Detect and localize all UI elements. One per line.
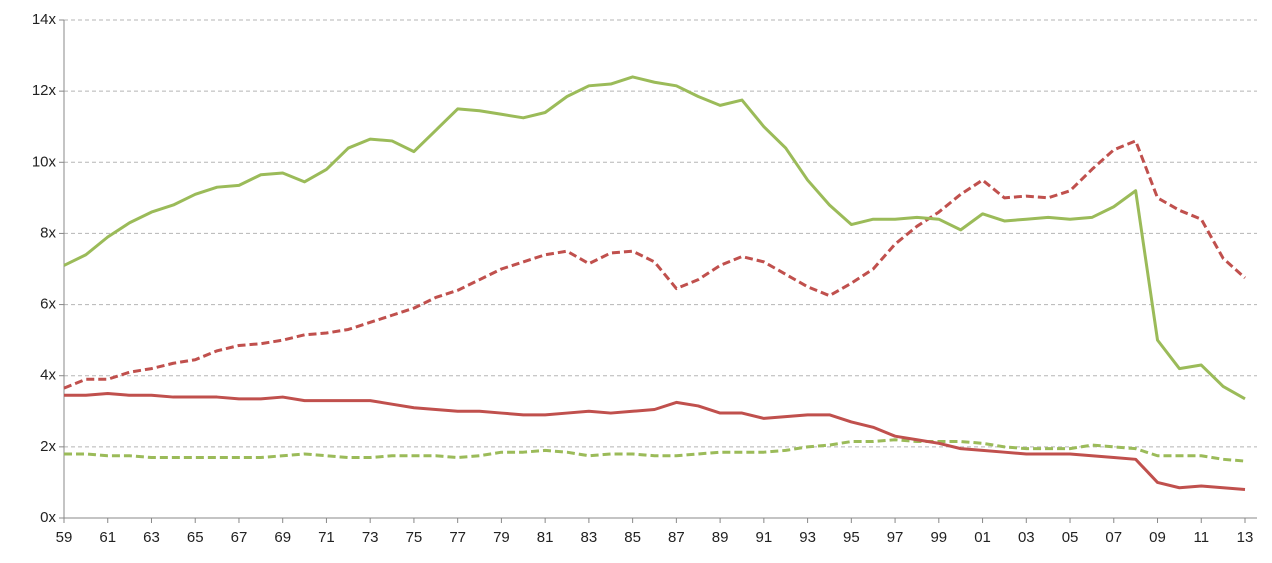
y-tick-label: 14x [32, 11, 57, 28]
x-tick-label: 83 [581, 529, 598, 546]
y-tick-label: 8x [40, 224, 56, 241]
x-tick-label: 93 [799, 529, 816, 546]
x-tick-label: 13 [1237, 529, 1254, 546]
y-tick-label: 12x [32, 82, 57, 99]
x-tick-label: 67 [231, 529, 248, 546]
x-tick-label: 01 [974, 529, 991, 546]
x-tick-label: 73 [362, 529, 379, 546]
series-line [63, 75, 1246, 401]
y-tick-label: 0x [40, 509, 56, 526]
x-tick-label: 91 [756, 529, 773, 546]
x-tick-label: 11 [1193, 529, 1209, 546]
x-tick-label: 79 [493, 529, 510, 546]
x-tick-label: 71 [318, 529, 335, 546]
series-line [64, 438, 1246, 463]
x-tick-label: 05 [1062, 529, 1079, 546]
x-tick-label: 07 [1105, 529, 1122, 546]
x-tick-label: 87 [668, 529, 685, 546]
x-tick-label: 95 [843, 529, 860, 546]
x-tick-label: 85 [624, 529, 641, 546]
x-tick-label: 59 [56, 529, 73, 546]
x-tick-label: 77 [449, 529, 466, 546]
x-tick-label: 97 [887, 529, 904, 546]
series-line [63, 139, 1246, 390]
y-tick-label: 6x [40, 296, 56, 313]
x-tick-label: 65 [187, 529, 204, 546]
series-line [64, 392, 1246, 492]
x-tick-label: 61 [99, 529, 116, 546]
x-tick-label: 63 [143, 529, 160, 546]
x-tick-label: 69 [274, 529, 291, 546]
x-tick-label: 99 [930, 529, 947, 546]
x-tick-label: 03 [1018, 529, 1035, 546]
x-tick-label: 81 [537, 529, 554, 546]
x-tick-label: 75 [406, 529, 423, 546]
y-tick-label: 10x [32, 153, 57, 170]
x-tick-label: 09 [1149, 529, 1166, 546]
y-tick-label: 2x [40, 438, 56, 455]
y-tick-label: 4x [40, 367, 56, 384]
x-tick-label: 89 [712, 529, 729, 546]
